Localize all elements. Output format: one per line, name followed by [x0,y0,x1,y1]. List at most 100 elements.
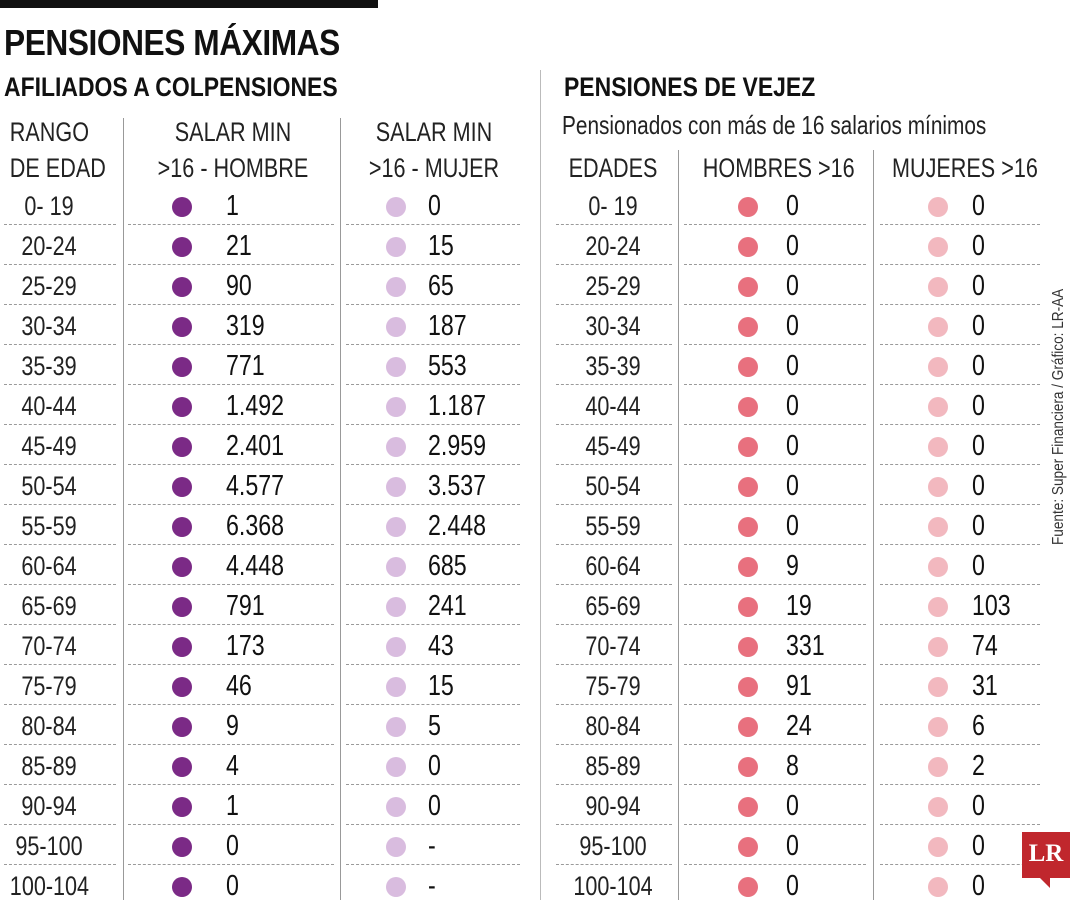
row-separator [684,664,866,665]
row-separator [4,544,116,545]
men-value: 0 [226,830,239,862]
women-value: 0 [428,790,441,822]
men-value: 0 [786,190,799,222]
row-separator [684,224,866,225]
table-row: 35-39 0 0 [0,346,1080,386]
women-dot [386,597,406,617]
men-value: 0 [786,270,799,302]
row-separator [556,424,672,425]
age-label: 75-79 [585,671,641,701]
row-separator [128,304,334,305]
women-dot [928,757,948,777]
row-separator [556,384,672,385]
men-dot [172,197,192,217]
row-separator [4,584,116,585]
women-dot [386,877,406,897]
row-separator [684,584,866,585]
header-women-right: MUJERES >16 [892,153,1038,183]
row-separator [684,424,866,425]
table-row: 45-49 0 0 [0,426,1080,466]
age-label: 20-24 [585,231,641,261]
row-separator [880,224,1040,225]
men-dot [172,717,192,737]
table-row: 40-44 0 0 [0,386,1080,426]
row-separator [346,584,520,585]
table-row: 80-84 24 6 [0,706,1080,746]
men-value: 24 [786,710,812,742]
women-dot [928,717,948,737]
men-value: 0 [786,390,799,422]
table-row: 50-54 0 0 [0,466,1080,506]
men-dot [738,197,758,217]
row-separator [880,784,1040,785]
row-separator [346,744,520,745]
women-value: 0 [972,270,985,302]
women-dot [928,797,948,817]
men-value: 1 [226,790,239,822]
age-label: 55-59 [21,511,77,541]
women-value: 685 [428,550,467,582]
table-row: 25-29 90 65 [0,266,1080,306]
women-value: 0 [972,430,985,462]
men-value: 0 [786,430,799,462]
row-separator [4,664,116,665]
women-dot [386,797,406,817]
row-separator [556,544,672,545]
women-value: 2.448 [428,510,487,542]
lr-logo-tail [1040,878,1050,888]
women-dot [386,197,406,217]
women-dot [386,517,406,537]
header-men-left: SALAR MIN >16 - HOMBRE [157,117,309,183]
women-value: 15 [428,670,454,702]
women-dot [928,597,948,617]
row-separator [128,624,334,625]
men-value: 4 [226,750,239,782]
men-dot [172,637,192,657]
left-table-title: AFILIADOS A COLPENSIONES [4,72,338,102]
row-separator [880,704,1040,705]
age-label: 90-94 [585,791,641,821]
row-separator [346,664,520,665]
women-value: 0 [972,470,985,502]
row-separator [4,824,116,825]
row-separator [4,744,116,745]
table-row: 50-54 4.577 3.537 [0,466,1080,506]
row-separator [880,264,1040,265]
men-dot [172,317,192,337]
row-separator [880,384,1040,385]
women-value: 43 [428,630,454,662]
women-value: - [428,870,436,902]
right-table-title: PENSIONES DE VEJEZ [564,72,816,102]
row-separator [4,384,116,385]
age-label: 65-69 [21,591,77,621]
table-row: 85-89 4 0 [0,746,1080,786]
row-separator [346,264,520,265]
age-label: 60-64 [21,551,77,581]
header-women-left: SALAR MIN >16 - MUJER [368,117,500,183]
age-label: 55-59 [585,511,641,541]
header-ages-right: EDADES [568,153,658,183]
row-separator [346,544,520,545]
men-dot [738,437,758,457]
lr-logo: LR [1022,832,1070,878]
row-separator [684,784,866,785]
women-value: 241 [428,590,467,622]
row-separator [4,224,116,225]
men-dot [738,517,758,537]
women-dot [928,317,948,337]
table-row: 20-24 21 15 [0,226,1080,266]
row-separator [346,464,520,465]
row-separator [880,824,1040,825]
row-separator [128,704,334,705]
men-dot [172,397,192,417]
table-row: 80-84 9 5 [0,706,1080,746]
table-row: 100-104 0 0 [0,866,1080,906]
table-row: 30-34 319 187 [0,306,1080,346]
men-dot [738,717,758,737]
age-label: 65-69 [585,591,641,621]
row-separator [128,664,334,665]
table-row: 95-100 0 0 [0,826,1080,866]
table-row: 0- 19 1 0 [0,186,1080,226]
men-value: 0 [226,870,239,902]
men-value: 4.448 [226,550,285,582]
